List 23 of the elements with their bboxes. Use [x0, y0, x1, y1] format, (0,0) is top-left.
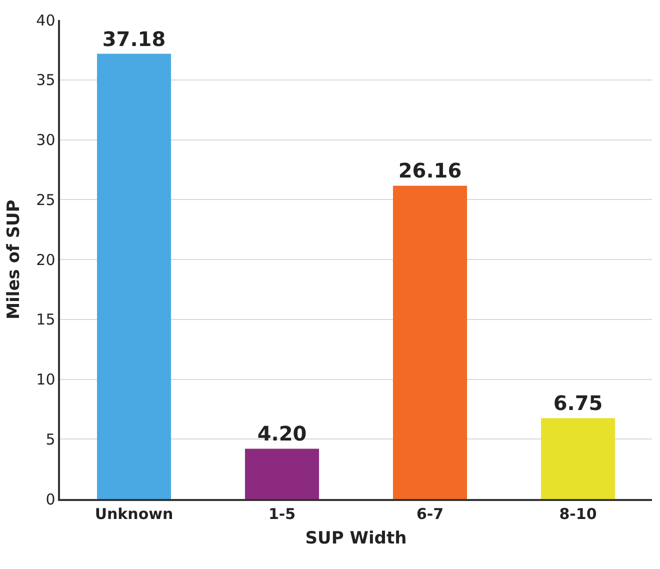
bar [393, 186, 467, 499]
x-tick-label: Unknown [94, 504, 174, 523]
data-label: 6.75 [553, 391, 603, 416]
x-tick-label: 6-7 [416, 504, 444, 523]
bar [541, 418, 615, 499]
bar [97, 54, 171, 499]
data-label: 37.18 [102, 26, 166, 51]
y-tick-label: 5 [46, 430, 56, 448]
y-tick-label: 0 [46, 490, 56, 508]
data-label: 4.20 [257, 422, 307, 446]
y-tick-label: 15 [36, 310, 56, 329]
bar [245, 448, 319, 499]
x-tick-label: 8-10 [559, 504, 597, 523]
y-axis-title: Miles of SUP [4, 200, 24, 320]
y-tick-label: 40 [36, 11, 56, 30]
y-tick-label: 30 [36, 131, 56, 149]
y-tick-label: 25 [36, 190, 56, 209]
y-tick-label: 10 [36, 370, 56, 388]
x-tick-label: 1-5 [268, 504, 296, 523]
y-tick-label: 35 [36, 71, 56, 90]
y-tick-label: 20 [36, 250, 56, 269]
data-label: 26.16 [398, 158, 462, 183]
x-axis-title: SUP Width [305, 528, 407, 549]
